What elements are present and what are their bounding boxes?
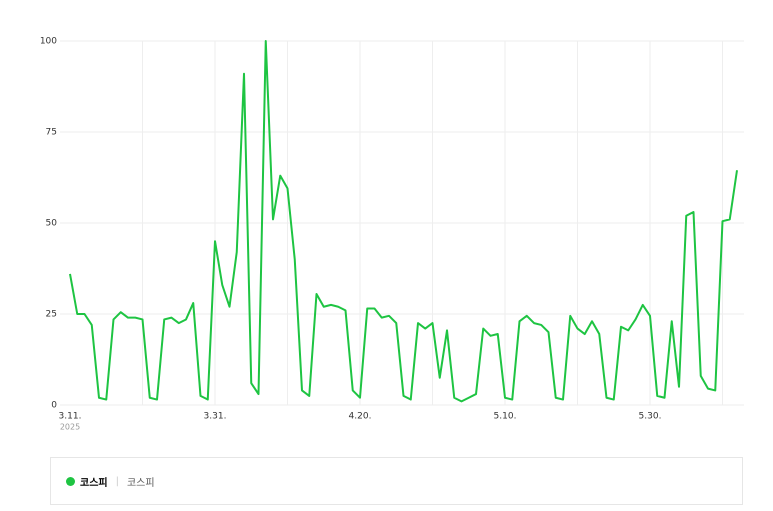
y-tick-label: 50: [46, 219, 58, 229]
separator: |: [115, 475, 119, 487]
x-tick-label: 3.11.: [59, 412, 82, 422]
y-tick-label: 100: [40, 37, 57, 47]
x-tick-label: 3.31.: [204, 412, 227, 422]
x-tick-label: 4.20.: [349, 412, 372, 422]
y-tick-label: 75: [46, 128, 57, 138]
line: [69, 40, 738, 403]
legend: 코스피 | 코스피: [50, 457, 743, 505]
x-year-label: 2025: [60, 423, 80, 432]
legend-keywords: 코스피: [126, 477, 155, 489]
y-tick-label: 0: [51, 401, 57, 411]
legend-marker: [66, 476, 75, 486]
legend-label: 코스피: [80, 477, 108, 489]
y-tick-label: 25: [46, 310, 57, 320]
x-tick-label: 5.30.: [639, 412, 662, 422]
chart: 3.11. 3.31. 4.20. 5.10. 5.30. 2025 0 25 50 75 100: [40, 37, 744, 432]
x-tick-label: 5.10.: [494, 412, 517, 422]
